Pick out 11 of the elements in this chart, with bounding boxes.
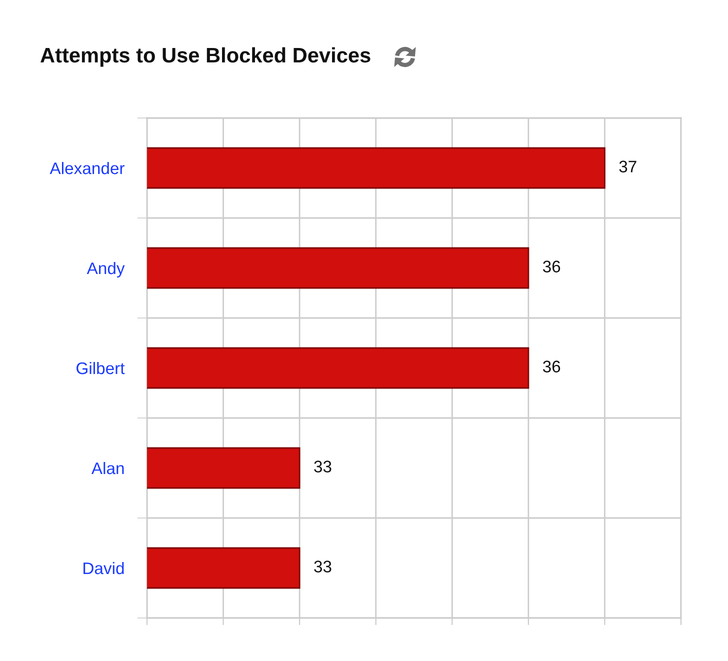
data-label: 36 (542, 360, 560, 372)
y-tick-label: Gilbert (76, 362, 125, 374)
chart-title: Attempts to Use Blocked Devices (40, 47, 370, 67)
data-label: 37 (619, 160, 636, 172)
y-tick-label: Andy (86, 262, 125, 278)
y-tick-label: Alexander (50, 162, 125, 174)
y-tick-label: David (84, 562, 124, 574)
data-label: 33 (314, 560, 332, 572)
data-label: 36 (542, 260, 560, 272)
data-label: 33 (314, 460, 332, 472)
y-tick-label: Alan (91, 462, 124, 474)
